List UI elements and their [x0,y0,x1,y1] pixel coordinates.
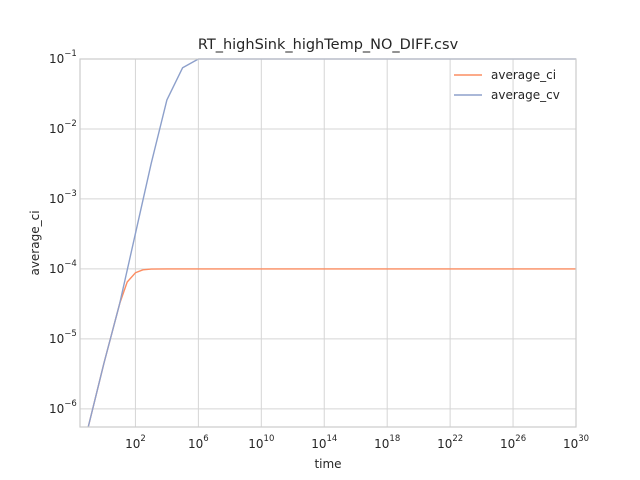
y-tick-label-5: 10−1 [49,49,77,66]
y-axis-label: average_ci [28,210,42,275]
x-tick-label-6: 1026 [500,434,526,451]
legend-label-average-cv: average_cv [491,88,560,102]
x-tick-label-3: 1014 [311,434,337,451]
legend-label-average-ci: average_ci [491,68,556,82]
chart-title: RT_highSink_highTemp_NO_DIFF.csv [198,37,459,53]
series-line-average-cv [87,58,576,428]
plot-frame [79,58,577,428]
plot-area [80,59,576,427]
x-tick-label-4: 1018 [374,434,400,451]
y-tick-label-2: 10−4 [49,259,77,276]
y-tick-label-0: 10−6 [49,399,77,416]
x-tick-label-1: 106 [188,434,209,451]
y-tick-label-3: 10−3 [49,189,77,206]
legend: average_ci average_cv [454,68,560,102]
x-tick-label-0: 102 [125,434,146,451]
x-axis-label: time [314,457,341,471]
x-tick-label-7: 1030 [563,434,589,451]
y-axis-ticks: 10−6 10−5 10−4 10−3 10−2 10−1 [49,49,77,416]
x-tick-label-2: 1010 [248,434,274,451]
x-axis-ticks: 102 106 1010 1014 1018 1022 1026 1030 [125,434,589,451]
y-tick-label-1: 10−5 [49,329,77,346]
y-tick-label-4: 10−2 [49,119,77,136]
x-tick-label-5: 1022 [437,434,463,451]
series-layer [87,58,576,428]
